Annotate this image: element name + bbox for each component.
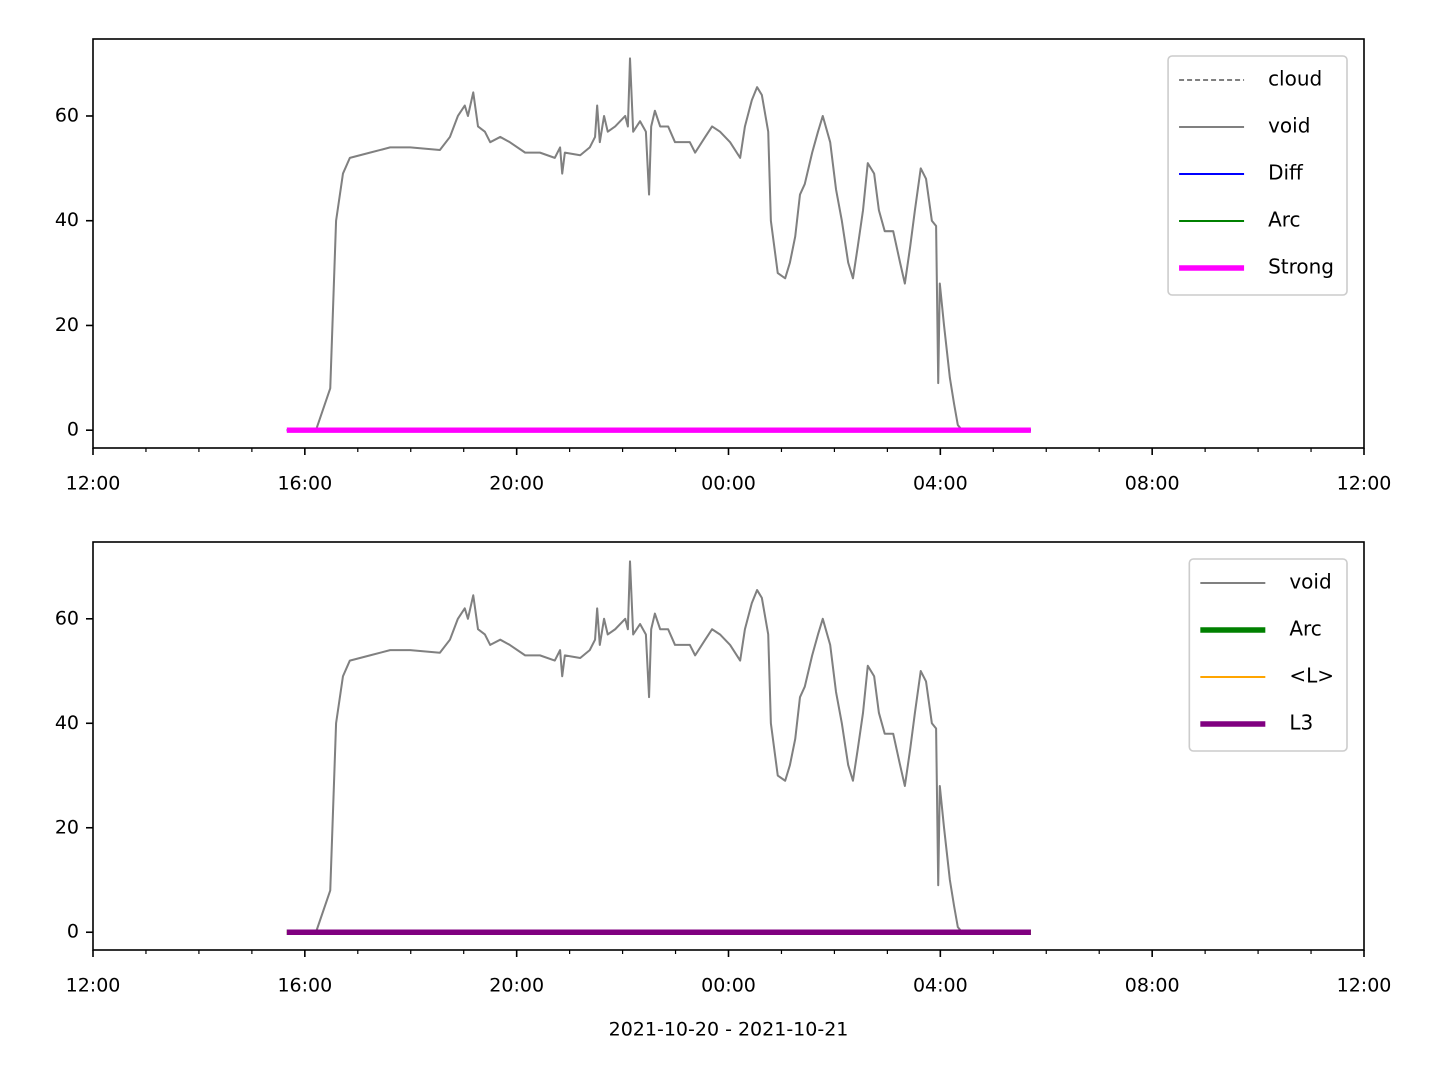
y-tick-label: 0 — [67, 921, 79, 943]
legend-frame — [1167, 55, 1348, 296]
y-tick-label: 0 — [67, 419, 79, 441]
x-axis-label: 2021-10-20 - 2021-10-21 — [609, 1019, 849, 1041]
x-tick-label: 16:00 — [277, 473, 332, 495]
legend-label: Strong — [1268, 255, 1334, 279]
x-tick-label: 12:00 — [1337, 975, 1392, 997]
legend-label: void — [1289, 570, 1331, 594]
legend-label: <L> — [1289, 664, 1334, 688]
legend-label: Arc — [1289, 617, 1321, 641]
legend-frame — [1188, 558, 1348, 752]
x-tick-label: 08:00 — [1125, 473, 1180, 495]
legend-label: void — [1268, 114, 1310, 138]
x-tick-label: 08:00 — [1125, 975, 1180, 997]
plot-area — [286, 57, 1031, 433]
legend-label: L3 — [1289, 711, 1313, 735]
y-tick-label: 60 — [55, 104, 79, 126]
subplot: 0 20 40 60 12:00 16:00 20:00 00:00 04:00 08:00 12:… — [55, 541, 1392, 1041]
x-tick-label: 12:00 — [66, 473, 121, 495]
legend-label: Diff — [1268, 161, 1304, 185]
y-tick-label: 40 — [55, 712, 79, 734]
x-tick-label: 04:00 — [913, 975, 968, 997]
line-series — [314, 560, 963, 933]
x-tick-label: 16:00 — [277, 975, 332, 997]
x-tick-label: 00:00 — [701, 473, 756, 495]
legend-label: Arc — [1268, 208, 1300, 232]
y-tick-label: 20 — [55, 314, 79, 336]
y-tick-label: 40 — [55, 209, 79, 231]
legend-label: cloud — [1268, 67, 1322, 91]
y-tick-label: 60 — [55, 607, 79, 629]
x-tick-label: 12:00 — [66, 975, 121, 997]
plot-area — [286, 560, 1031, 935]
x-tick-label: 00:00 — [701, 975, 756, 997]
x-tick-label: 12:00 — [1337, 473, 1392, 495]
x-tick-label: 20:00 — [489, 975, 544, 997]
line-series — [314, 57, 963, 431]
x-tick-label: 04:00 — [913, 473, 968, 495]
legend: cloud void Diff Arc Strong — [1167, 55, 1348, 296]
axes-frame — [92, 541, 1365, 951]
x-tick-label: 20:00 — [489, 473, 544, 495]
y-tick-label: 20 — [55, 816, 79, 838]
legend: void Arc <L> L3 — [1188, 558, 1348, 752]
subplot: 0 20 40 60 12:00 16:00 20:00 00:00 04:00 08:00 12:… — [55, 38, 1392, 495]
